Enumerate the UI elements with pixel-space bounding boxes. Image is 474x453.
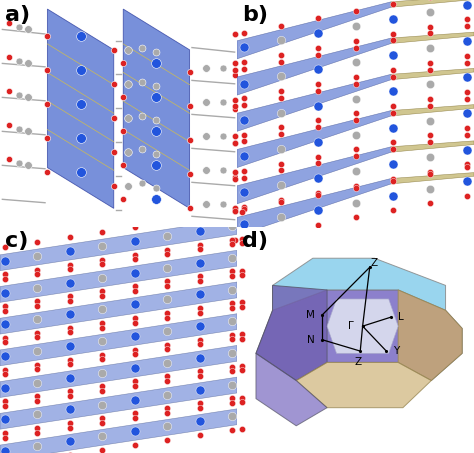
- Polygon shape: [0, 314, 237, 366]
- Polygon shape: [0, 377, 237, 429]
- Polygon shape: [391, 105, 474, 116]
- Text: b): b): [242, 5, 268, 24]
- Polygon shape: [47, 9, 114, 208]
- Polygon shape: [391, 141, 474, 152]
- Text: Γ: Γ: [348, 321, 354, 331]
- Polygon shape: [391, 173, 474, 184]
- Polygon shape: [237, 2, 391, 59]
- Polygon shape: [0, 345, 237, 398]
- Polygon shape: [256, 353, 327, 426]
- Polygon shape: [0, 219, 237, 270]
- Text: L: L: [398, 312, 403, 322]
- Polygon shape: [237, 74, 391, 131]
- Polygon shape: [237, 111, 391, 168]
- Polygon shape: [256, 285, 327, 381]
- Polygon shape: [398, 290, 462, 381]
- Polygon shape: [327, 299, 398, 353]
- Polygon shape: [237, 38, 391, 95]
- Text: Z: Z: [354, 357, 362, 367]
- Polygon shape: [237, 147, 391, 204]
- Polygon shape: [237, 178, 391, 236]
- Polygon shape: [256, 290, 462, 381]
- Text: a): a): [5, 5, 30, 24]
- Polygon shape: [0, 282, 237, 334]
- Polygon shape: [273, 258, 446, 310]
- Polygon shape: [296, 362, 431, 408]
- Polygon shape: [391, 0, 474, 7]
- Text: d): d): [242, 231, 268, 251]
- Text: M: M: [306, 310, 315, 320]
- Polygon shape: [0, 250, 237, 303]
- Polygon shape: [391, 32, 474, 43]
- Polygon shape: [123, 9, 190, 208]
- Polygon shape: [0, 409, 237, 453]
- Text: Z: Z: [371, 258, 378, 268]
- Polygon shape: [391, 68, 474, 80]
- Text: c): c): [5, 231, 28, 251]
- Text: Y: Y: [392, 346, 399, 356]
- Text: N: N: [307, 335, 314, 345]
